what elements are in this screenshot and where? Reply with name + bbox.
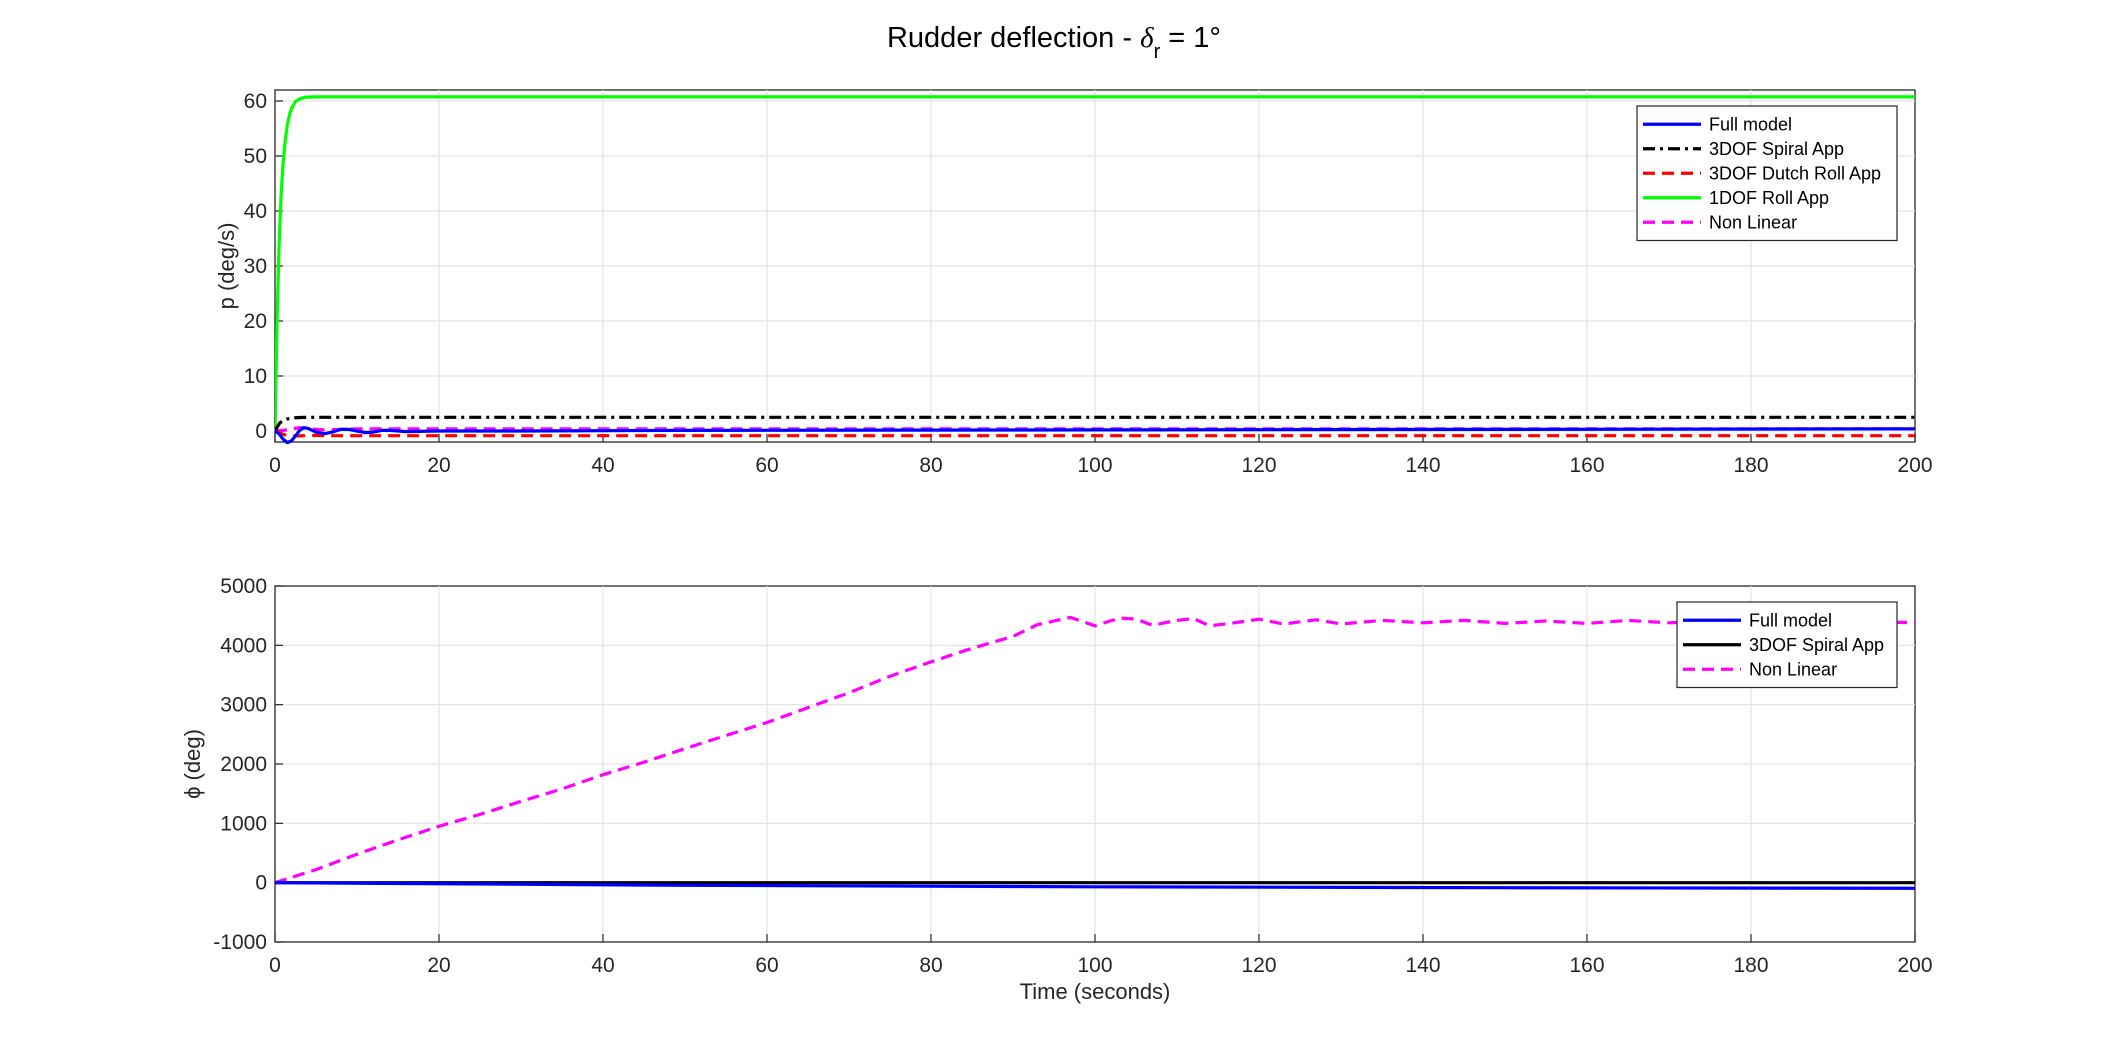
p-x-tick-labels: 0 20 40 60 80 100 120 140 160 180 200 — [269, 454, 1932, 477]
p-x-tick-label: 180 — [1733, 454, 1768, 477]
p-y-tick-label: 20 — [244, 310, 267, 333]
phi-y-axis-label: ϕ (deg) — [180, 729, 205, 799]
phi-y-tick-label: 3000 — [220, 694, 267, 717]
phi-series-group — [275, 615, 1915, 890]
p-x-tick-label: 160 — [1569, 454, 1604, 477]
phi-x-tick-label: 120 — [1241, 954, 1276, 977]
phi-y-tick-label: 1000 — [220, 812, 267, 835]
phi-y-tick-label: 5000 — [220, 575, 267, 598]
phi-y-tick-label: -1000 — [213, 931, 267, 954]
phi-legend-label: Full model — [1749, 610, 1832, 630]
phi-legend-label: Non Linear — [1749, 659, 1837, 679]
p-y-tick-label: 10 — [244, 365, 267, 388]
phi-x-tick-label: 100 — [1077, 954, 1112, 977]
phi-legend-label: 3DOF Spiral App — [1749, 635, 1884, 655]
phi-y-tick-label: 2000 — [220, 753, 267, 776]
phi-x-tick-label: 0 — [269, 954, 281, 977]
phi-x-tick-label: 200 — [1897, 954, 1932, 977]
phi-x-tick-label: 140 — [1405, 954, 1440, 977]
p-y-tick-labels: 0 10 20 30 40 50 60 — [244, 90, 267, 443]
p-x-tick-label: 0 — [269, 454, 281, 477]
title-tail: = 1° — [1160, 22, 1221, 54]
p-x-tick-label: 200 — [1897, 454, 1932, 477]
p-y-tick-label: 30 — [244, 255, 267, 278]
phi-series-line — [275, 615, 1915, 885]
phi-x-tick-label: 160 — [1569, 954, 1604, 977]
p-legend-label: 3DOF Dutch Roll App — [1709, 163, 1881, 183]
phi-y-tick-label: 4000 — [220, 634, 267, 657]
p-y-tick-label: 50 — [244, 145, 267, 168]
phi-x-tick-label: 80 — [919, 954, 942, 977]
figure-title: Rudder deflection - δr = 1° — [887, 22, 1221, 63]
phi-x-tick-label: 180 — [1733, 954, 1768, 977]
p-y-tick-label: 60 — [244, 90, 267, 113]
p-series-line — [275, 429, 1915, 438]
p-y-tick-label: 0 — [255, 420, 267, 443]
title-symbol: δ — [1140, 22, 1154, 54]
phi-subplot: 0 20 40 60 80 100 120 140 160 180 200 -10000100020… — [180, 575, 1933, 1004]
p-x-tick-label: 40 — [591, 454, 614, 477]
p-legend-label: 1DOF Roll App — [1709, 188, 1829, 208]
p-x-tick-label: 120 — [1241, 454, 1276, 477]
p-legend-label: Non Linear — [1709, 212, 1797, 232]
phi-y-tick-labels: -1000 0 1000 2000 3000 4000 5000 — [213, 575, 267, 954]
phi-x-tick-label: 60 — [755, 954, 778, 977]
p-legend-label: 3DOF Spiral App — [1709, 139, 1844, 159]
phi-x-tick-label: 20 — [427, 954, 450, 977]
phi-x-tick-label: 40 — [591, 954, 614, 977]
title-main: Rudder deflection - — [887, 22, 1140, 54]
p-legend-label: Full model — [1709, 114, 1792, 134]
p-x-tick-label: 100 — [1077, 454, 1112, 477]
p-subplot: 0 20 40 60 80 100 120 140 160 180 200 0 10 20 30 40 50 6… — [214, 89, 1933, 477]
p-x-tick-label: 60 — [755, 454, 778, 477]
p-series-line — [275, 415, 1915, 432]
phi-series-line — [275, 881, 1915, 890]
p-series-group — [275, 95, 1915, 445]
phi-legend: Full model 3DOF Spiral App Non Linear — [1676, 601, 1898, 689]
phi-x-tick-labels: 0 20 40 60 80 100 120 140 160 180 200 — [269, 954, 1932, 977]
p-y-tick-label: 40 — [244, 200, 267, 223]
title-subscript: r — [1154, 41, 1161, 63]
p-y-axis-label: p (deg/s) — [214, 223, 239, 310]
p-legend: Full model 3DOF Spiral App 3DOF Dutch Roll… — [1636, 105, 1898, 242]
p-legend-box — [1636, 105, 1898, 242]
p-x-tick-label: 20 — [427, 454, 450, 477]
p-series-line — [275, 95, 1915, 432]
p-x-tick-label: 80 — [919, 454, 942, 477]
phi-y-tick-label: 0 — [255, 872, 267, 895]
p-series-line — [275, 426, 1915, 445]
p-x-tick-label: 140 — [1405, 454, 1440, 477]
phi-x-axis-label: Time (seconds) — [1020, 979, 1171, 1004]
